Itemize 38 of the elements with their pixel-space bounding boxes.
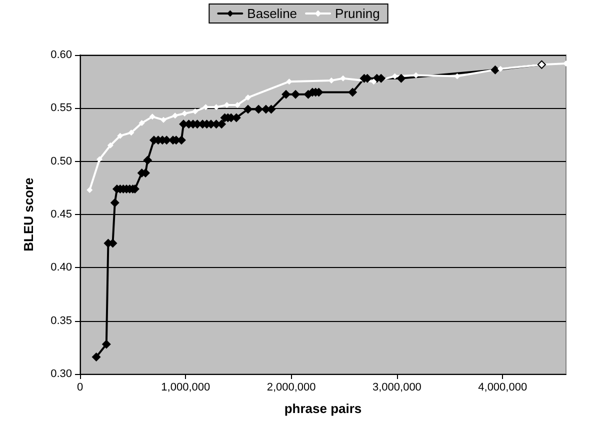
y-tick-label: 0.40 xyxy=(50,262,72,274)
point xyxy=(117,132,124,139)
point xyxy=(282,90,291,99)
point xyxy=(243,104,252,114)
point xyxy=(128,130,134,136)
point xyxy=(244,94,251,101)
point xyxy=(160,116,166,123)
point xyxy=(102,340,111,349)
y-tick-label: 0.35 xyxy=(50,314,72,327)
x-tick-label: 4,000,000 xyxy=(478,382,528,394)
point xyxy=(254,104,264,114)
y-tick-label: 0.60 xyxy=(50,49,72,61)
legend-label: Baseline xyxy=(247,6,298,21)
x-tick-label: 0 xyxy=(76,382,84,394)
point xyxy=(192,108,198,114)
x-tick-label: 3,000,000 xyxy=(372,382,422,394)
point xyxy=(96,156,103,162)
point xyxy=(348,88,358,97)
y-tick-label: 0.55 xyxy=(50,102,72,114)
y-tick-label: 0.50 xyxy=(50,155,72,168)
point xyxy=(110,198,120,208)
x-tick-label: 1,000,000 xyxy=(161,382,210,394)
point xyxy=(291,90,300,99)
point xyxy=(149,114,156,120)
point xyxy=(490,65,500,74)
point xyxy=(143,156,152,165)
legend-label: Pruning xyxy=(335,6,380,21)
y-tick-label: 0.45 xyxy=(50,208,72,220)
point xyxy=(138,120,145,126)
point xyxy=(396,74,406,83)
point xyxy=(92,352,101,362)
y-tick-label: 0.30 xyxy=(50,368,72,380)
point xyxy=(107,142,114,148)
x-tick-label: 2,000,000 xyxy=(266,382,316,394)
y-axis-title: BLEU score xyxy=(21,178,36,252)
x-axis-title: phrase pairs xyxy=(284,401,362,416)
point xyxy=(86,187,93,194)
point xyxy=(497,66,504,72)
